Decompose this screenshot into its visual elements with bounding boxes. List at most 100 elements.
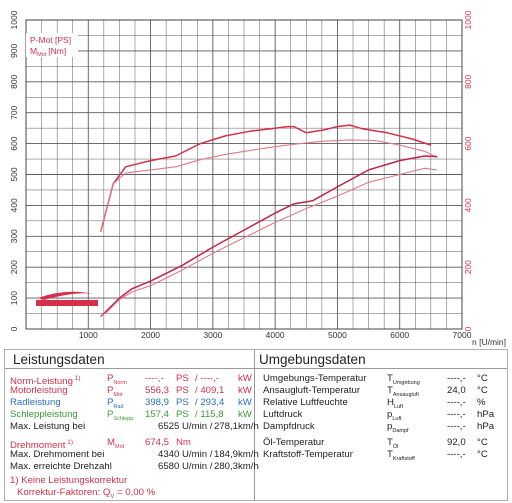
umgebung-label: Relative Luftfeuchte xyxy=(263,397,348,408)
y-tick-label-right: 0 xyxy=(463,326,473,331)
umgebung-row: Kraftstoff-Temperatur TKraftstoff ----,- °C xyxy=(263,449,503,462)
leistung-value1: 556,3 xyxy=(145,385,170,396)
leistung-value2: 278,1 xyxy=(214,421,239,432)
x-tick-label: 5000 xyxy=(328,330,347,340)
umgebung-symbol: TKraftstoff xyxy=(387,449,415,462)
footnote-marker: 1) xyxy=(72,375,81,382)
y-tick-label-left: 800 xyxy=(9,74,19,88)
umgebung-value: ----,- xyxy=(447,397,466,408)
leistung-title: Leistungsdaten xyxy=(13,352,105,367)
umgebung-label: Kraftstoff-Temperatur xyxy=(263,449,353,460)
leistung-value1: 674,5 xyxy=(145,437,170,448)
leistung-unit1: U/min / xyxy=(182,449,213,460)
series-line-3 xyxy=(100,167,438,318)
y-tick-label-left: 600 xyxy=(9,136,19,150)
x-tick-label: 4000 xyxy=(266,330,285,340)
x-tick-label: 2000 xyxy=(141,330,160,340)
leistung-unit2: km/h xyxy=(238,421,259,432)
leistung-unit1: PS xyxy=(176,385,189,396)
leistung-label: Motorleistung xyxy=(10,385,68,396)
logo-bar xyxy=(36,300,98,306)
umgebung-unit: °C xyxy=(477,385,488,396)
y-tick-label-left: 700 xyxy=(9,105,19,119)
y-tick-label-right: 800 xyxy=(463,74,473,88)
umgebung-title: Umgebungsdaten xyxy=(259,352,366,367)
umgebung-row: Relative Luftfeuchte HLuft ----,-% xyxy=(263,397,503,410)
leistung-unit1: PS xyxy=(176,409,189,420)
chart-ticks: 1000 2000 3000 4000 5000 6000 7000010020030040… xyxy=(9,10,473,340)
leistung-unit2: km/h xyxy=(238,461,259,472)
leistung-unit2: km/h xyxy=(238,449,259,460)
leistung-row: Motorleistung PMot 556,3 PS / 409,1 kW xyxy=(10,385,252,398)
umgebung-unit: °C xyxy=(477,449,488,460)
umgebung-symbol: pDampf xyxy=(387,421,409,434)
series-line-1 xyxy=(100,139,438,232)
data-panel: Leistungsdaten Umgebungsdaten Norm-Leist… xyxy=(4,349,508,501)
y-tick-label-left: 200 xyxy=(9,260,19,274)
legend-torque: MMot [Nm] xyxy=(30,46,66,58)
leistung-label: Schleppleistung xyxy=(10,409,78,420)
panel-title-divider xyxy=(5,368,507,369)
umgebung-symbol: TUmgebung xyxy=(387,373,420,386)
y-tick-label-right: 600 xyxy=(463,136,473,150)
leistung-value1: 398,9 xyxy=(145,397,170,408)
leistung-symbol: PMot xyxy=(107,385,123,398)
umgebung-unit: °C xyxy=(477,373,488,384)
x-axis-unit: n [U/min] xyxy=(472,337,506,347)
leistung-label: Max. Drehmoment bei xyxy=(10,449,105,460)
leistung-label: Drehmoment 1) xyxy=(10,439,74,452)
umgebung-symbol: HLuft xyxy=(387,397,404,410)
chart-series xyxy=(99,124,438,318)
leistung-label: Max. erreichte Drehzahl xyxy=(10,461,112,472)
umgebung-symbol: TÖl xyxy=(387,437,399,450)
y-tick-label-right: 1000 xyxy=(463,10,473,29)
leistung-unit2: kW xyxy=(238,373,252,384)
umgebung-symbol: TAnsaugluft xyxy=(387,385,419,398)
chart-grid xyxy=(25,19,463,330)
legend-box xyxy=(26,33,78,57)
y-tick-label-right: 400 xyxy=(463,198,473,212)
umgebung-value: ----,- xyxy=(447,409,466,420)
leistung-value1: 6525 xyxy=(158,421,180,432)
logo-swoosh xyxy=(38,291,94,300)
umgebung-row: Luftdruck pLuft ----,- hPa xyxy=(263,409,503,422)
umgebung-row: Öl-Temperatur TÖl 92,0 °C xyxy=(263,437,503,450)
leistung-value2: / 115,8 xyxy=(195,409,224,420)
leistung-unit2: kW xyxy=(238,397,252,408)
leistung-symbol: PNorm xyxy=(107,373,127,386)
umgebung-label: Öl-Temperatur xyxy=(263,437,325,448)
umgebung-unit: % xyxy=(477,397,486,408)
leistung-row: Norm-Leistung 1) PNorm ----,- PS / ----,- kW xyxy=(10,373,252,388)
umgebung-unit: hPa xyxy=(477,409,495,420)
umgebung-value: 92,0 xyxy=(447,437,466,448)
leistung-row: Radleistung PRad 398,9 PS / 293,4 kW xyxy=(10,397,252,410)
legend-power: P-Mot [PS] xyxy=(30,35,71,45)
y-tick-label-left: 0 xyxy=(9,326,19,331)
umgebung-row: Dampfdruck pDampf ----,- hPa xyxy=(263,421,503,434)
leistung-symbol: PSchlepp xyxy=(107,409,134,422)
leistung-unit1: U/min / xyxy=(182,421,213,432)
y-tick-label-left: 100 xyxy=(9,291,19,305)
leistung-row: Max. erreichte Drehzahl 6580 U/min /280,3 k… xyxy=(10,461,259,473)
y-tick-label-left: 1000 xyxy=(9,10,19,29)
y-tick-label-left: 400 xyxy=(9,198,19,212)
umgebung-row: Umgebungs-Temperatur TUmgebung ----,- °C xyxy=(263,373,503,386)
leistung-unit1: U/min / xyxy=(182,461,213,472)
panel-column-divider xyxy=(254,350,255,500)
leistung-value1: 6580 xyxy=(158,461,180,472)
leistung-value2: 280,3 xyxy=(214,461,239,472)
series-line-0 xyxy=(99,124,432,232)
leistung-label: Max. Leistung bei xyxy=(10,421,86,432)
leistung-unit1: Nm xyxy=(176,437,191,448)
leistung-unit2: kW xyxy=(238,409,252,420)
plot-frame xyxy=(25,19,463,330)
umgebung-label: Dampfdruck xyxy=(263,421,315,432)
leistung-value2: / 409,1 xyxy=(195,385,225,396)
leistung-label: Norm-Leistung 1) xyxy=(10,375,81,388)
x-tick-label: 1000 xyxy=(79,330,98,340)
dyno-chart: 1000 2000 3000 4000 5000 6000 7000010020030040… xyxy=(9,10,506,347)
leistung-row: Max. Leistung bei 6525 U/min /278,1 km/h xyxy=(10,421,259,433)
leistung-row: Drehmoment 1) MMot 674,5 Nm xyxy=(10,437,250,452)
umgebung-symbol: pLuft xyxy=(387,409,402,422)
umgebung-unit: °C xyxy=(477,437,488,448)
